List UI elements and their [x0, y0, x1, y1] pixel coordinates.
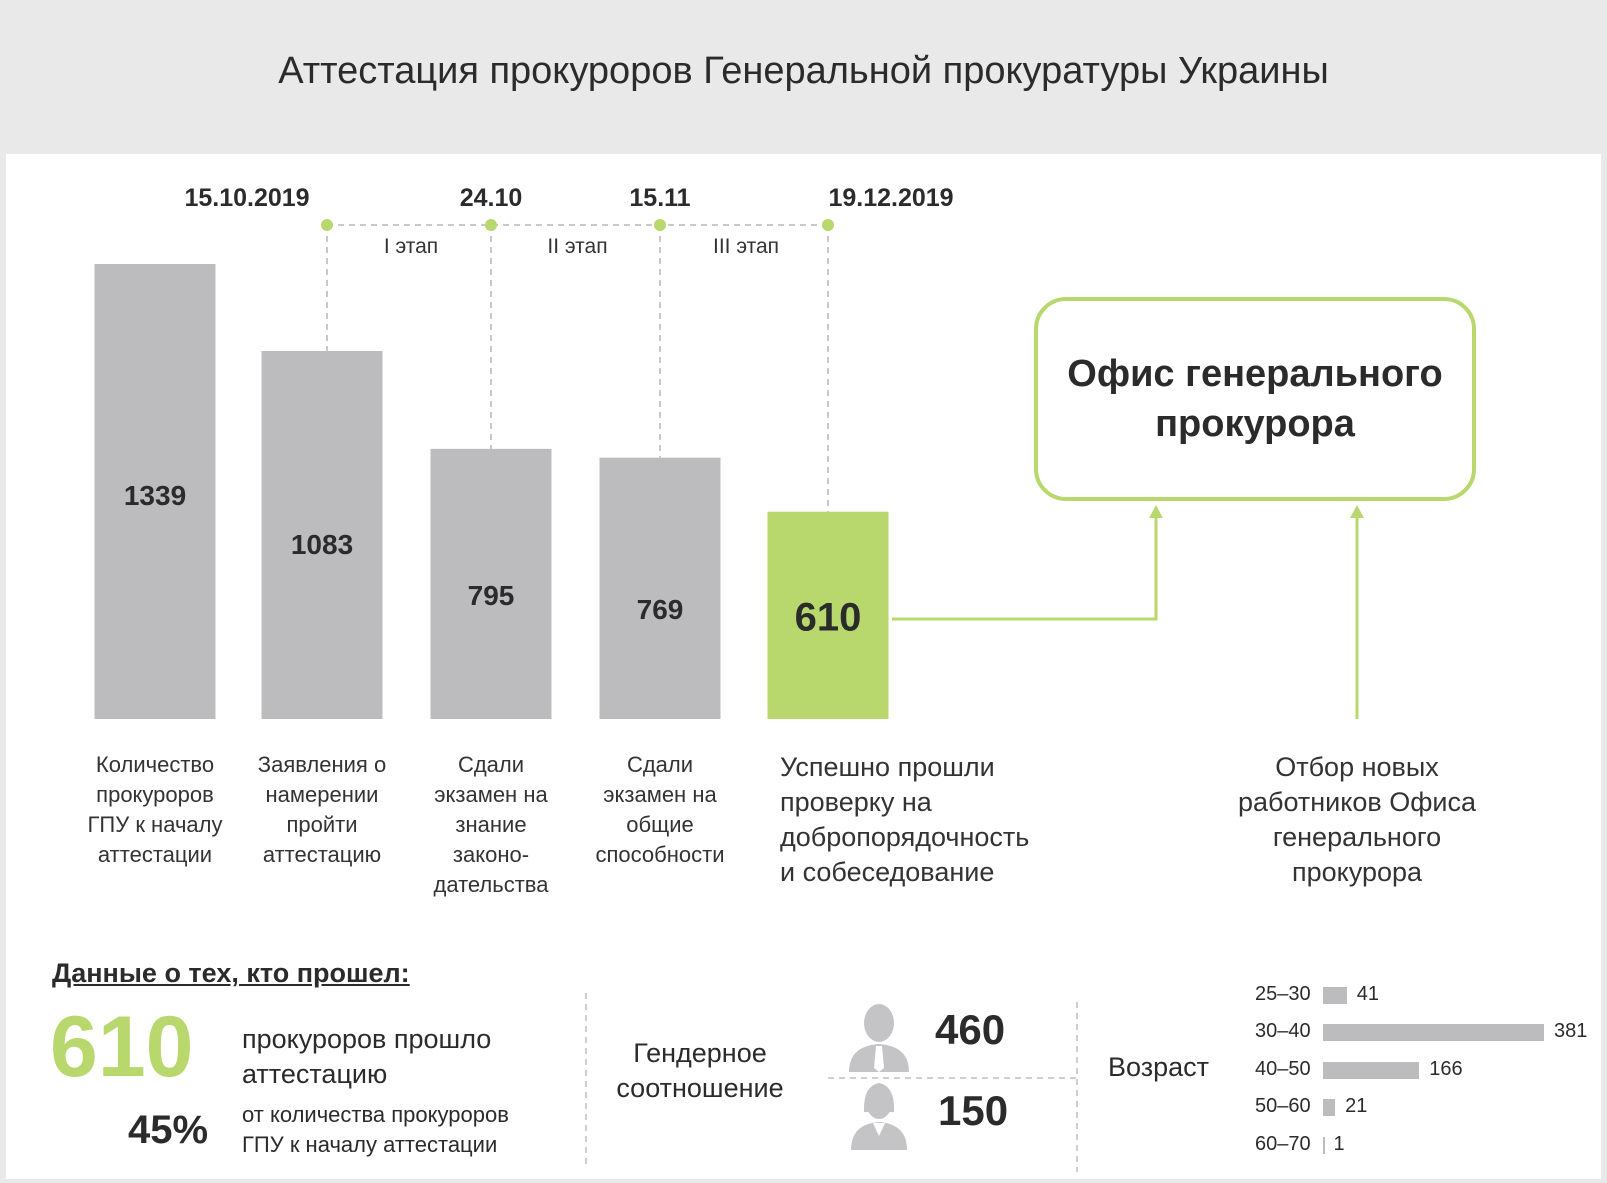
woman-icon	[851, 1083, 907, 1150]
bar-caption: Количество прокуроров ГПУ к началу аттес…	[87, 752, 223, 867]
timeline-dot	[485, 219, 497, 231]
timeline-date: 15.10.2019	[184, 184, 310, 212]
bar-value-label: 1339	[123, 480, 187, 511]
age-value-label: 41	[1356, 983, 1380, 1005]
selection-caption: Отбор новых работников Офиса генеральног…	[1237, 752, 1477, 887]
timeline-date: 24.10	[459, 184, 523, 212]
female-count: 150	[938, 1087, 1009, 1134]
bar-4	[767, 511, 889, 719]
office-box: Офис генерального прокурора	[1034, 297, 1476, 501]
age-category-label: 60–70	[1255, 1133, 1311, 1155]
bar-value-label: 610	[794, 595, 862, 640]
bar-3	[599, 457, 721, 719]
timeline-stage: III этап	[712, 235, 780, 258]
arrow-up-icon	[1350, 505, 1364, 518]
timeline-dot	[654, 219, 666, 231]
age-bar	[1323, 1024, 1544, 1041]
page-title: Аттестация прокуроров Генеральной прокур…	[278, 50, 1329, 92]
dividers	[585, 993, 1078, 1172]
bar-caption: Сдали экзамен на знание законо- дательст…	[433, 752, 549, 897]
age-category-label: 30–40	[1255, 1020, 1311, 1042]
age-bar	[1323, 987, 1347, 1004]
connectors	[892, 505, 1364, 719]
connector-line-610	[892, 512, 1158, 621]
man-icon	[849, 1004, 909, 1072]
arrow-up-icon	[1149, 505, 1163, 518]
bar-0	[94, 264, 216, 719]
timeline-date: 19.12.2019	[828, 184, 954, 212]
bars	[94, 264, 889, 719]
bar-caption: Сдали экзамен на общие способности	[595, 752, 725, 867]
header: Аттестация прокуроров Генеральной прокур…	[0, 0, 1607, 152]
timeline-dot	[822, 219, 834, 231]
percent-text: от количества прокуроров ГПУ к началу ат…	[242, 1102, 509, 1157]
passed-text: прокуроров прошло аттестацию	[242, 1024, 492, 1089]
bar-value-label: 795	[467, 580, 515, 611]
timeline-stage: I этап	[383, 235, 439, 258]
age-category-label: 40–50	[1255, 1058, 1311, 1080]
age-bar	[1323, 1062, 1420, 1079]
age-bar	[1323, 1099, 1336, 1116]
bar-2	[430, 448, 552, 719]
age-category-label: 50–60	[1255, 1095, 1311, 1117]
timeline-date: 15.11	[629, 184, 691, 212]
age-value-label: 381	[1554, 1020, 1588, 1042]
summary-heading: Данные о тех, кто прошел:	[52, 958, 410, 988]
bar-value-label: 769	[636, 594, 684, 625]
bar-caption: Успешно прошли проверку на добропорядочн…	[780, 752, 1030, 887]
bar-value-label: 1083	[290, 529, 354, 560]
male-count: 460	[935, 1006, 1006, 1053]
timeline-stage: II этап	[547, 235, 608, 258]
timeline	[321, 219, 834, 512]
age-category-label: 25–30	[1255, 983, 1311, 1005]
passed-count: 610	[50, 999, 194, 1095]
gender-label: Гендерное соотношение	[616, 1038, 784, 1103]
bar-caption: Заявления о намерении пройти аттестацию	[257, 752, 387, 867]
passed-percent: 45%	[128, 1108, 209, 1152]
age-value-label: 1	[1333, 1133, 1345, 1155]
age-value-label: 21	[1345, 1095, 1368, 1117]
timeline-dot	[321, 219, 333, 231]
age-bar	[1323, 1137, 1325, 1154]
age-label: Возраст	[1108, 1052, 1209, 1082]
age-value-label: 166	[1429, 1058, 1463, 1080]
bar-1	[261, 350, 383, 719]
